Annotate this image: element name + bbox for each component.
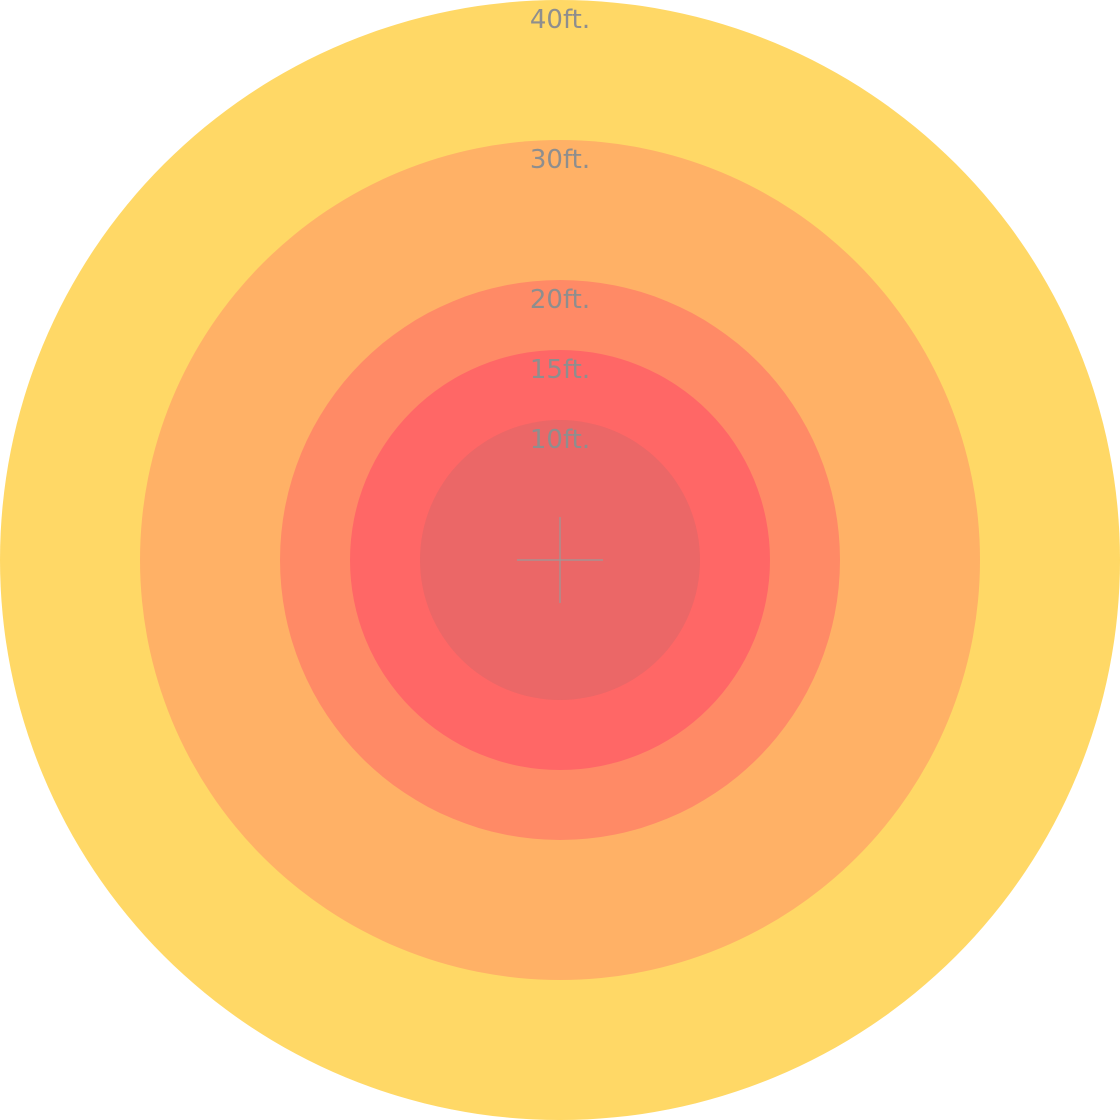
ring-label-30ft: 30ft.	[530, 145, 590, 175]
ring-label-20ft: 20ft.	[530, 285, 590, 315]
ring-label-40ft: 40ft.	[530, 5, 590, 35]
center-crosshair-icon	[517, 517, 603, 603]
labels-layer: 40ft. 30ft. 20ft. 15ft. 10ft.	[530, 5, 590, 455]
ring-label-15ft: 15ft.	[530, 355, 590, 385]
ring-label-10ft: 10ft.	[530, 425, 590, 455]
